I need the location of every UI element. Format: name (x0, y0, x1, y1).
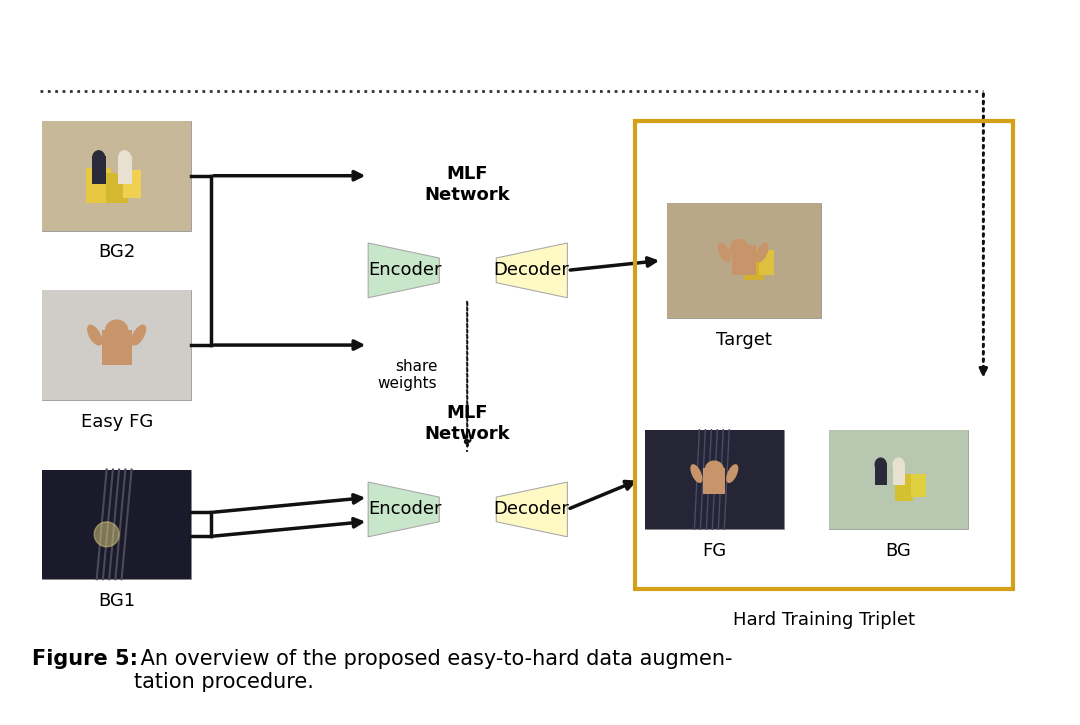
FancyBboxPatch shape (758, 250, 773, 275)
FancyBboxPatch shape (645, 430, 784, 529)
Text: Figure 5:: Figure 5: (32, 649, 138, 669)
FancyBboxPatch shape (667, 203, 822, 318)
FancyBboxPatch shape (875, 463, 887, 484)
Text: BG: BG (886, 542, 912, 560)
FancyBboxPatch shape (42, 470, 191, 579)
FancyBboxPatch shape (42, 470, 191, 579)
Text: MLF
Network: MLF Network (424, 404, 510, 443)
Ellipse shape (705, 461, 724, 478)
Ellipse shape (756, 243, 768, 262)
Text: FG: FG (702, 542, 727, 560)
Ellipse shape (93, 151, 105, 165)
Ellipse shape (94, 522, 119, 547)
Text: Decoder: Decoder (492, 261, 569, 279)
Ellipse shape (87, 326, 102, 345)
FancyBboxPatch shape (86, 168, 111, 203)
Ellipse shape (691, 465, 702, 482)
FancyBboxPatch shape (894, 473, 913, 502)
FancyBboxPatch shape (42, 290, 191, 400)
FancyBboxPatch shape (42, 121, 191, 231)
Polygon shape (368, 482, 440, 536)
Text: MLF
Network: MLF Network (424, 165, 510, 204)
Text: Encoder: Encoder (368, 500, 442, 518)
FancyBboxPatch shape (828, 430, 969, 529)
Text: BG2: BG2 (98, 244, 135, 262)
FancyBboxPatch shape (92, 156, 106, 183)
Text: An overview of the proposed easy-to-hard data augmen-
tation procedure.: An overview of the proposed easy-to-hard… (134, 649, 732, 692)
Polygon shape (368, 243, 440, 298)
FancyBboxPatch shape (828, 430, 969, 529)
Polygon shape (497, 482, 567, 536)
FancyBboxPatch shape (123, 170, 140, 198)
Ellipse shape (718, 243, 730, 262)
FancyBboxPatch shape (732, 246, 756, 276)
Text: BG1: BG1 (98, 592, 135, 610)
FancyBboxPatch shape (106, 173, 127, 202)
Ellipse shape (119, 151, 131, 165)
FancyBboxPatch shape (703, 468, 726, 494)
FancyBboxPatch shape (744, 250, 765, 281)
Text: Target: Target (716, 331, 772, 349)
FancyBboxPatch shape (42, 290, 191, 400)
Ellipse shape (106, 320, 127, 340)
FancyBboxPatch shape (102, 330, 132, 365)
Text: Decoder: Decoder (492, 500, 569, 518)
FancyBboxPatch shape (912, 473, 926, 497)
Text: Hard Training Triplet: Hard Training Triplet (733, 611, 915, 629)
Ellipse shape (893, 458, 904, 471)
Text: share
weights: share weights (378, 359, 437, 392)
Text: Encoder: Encoder (368, 261, 442, 279)
Ellipse shape (727, 465, 738, 482)
FancyBboxPatch shape (667, 203, 822, 318)
FancyBboxPatch shape (893, 463, 905, 484)
Ellipse shape (730, 239, 748, 257)
Text: Easy FG: Easy FG (81, 413, 152, 431)
Ellipse shape (132, 326, 146, 345)
FancyBboxPatch shape (645, 430, 784, 529)
FancyBboxPatch shape (118, 156, 132, 183)
FancyBboxPatch shape (42, 121, 191, 231)
Ellipse shape (875, 458, 887, 471)
Polygon shape (497, 243, 567, 298)
